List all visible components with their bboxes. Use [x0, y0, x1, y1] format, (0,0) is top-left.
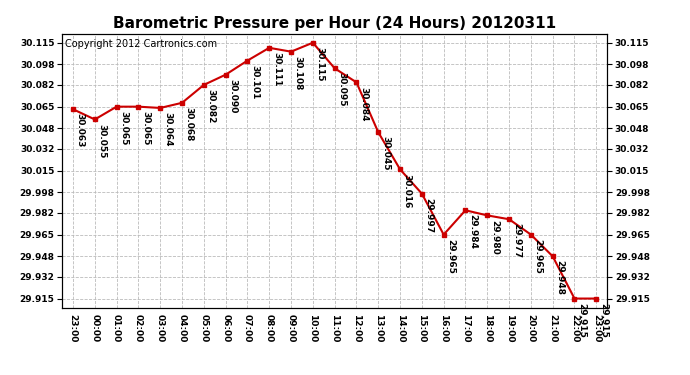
Text: 29.977: 29.977 — [512, 224, 521, 258]
Text: 29.997: 29.997 — [424, 198, 433, 233]
Text: Copyright 2012 Cartronics.com: Copyright 2012 Cartronics.com — [65, 39, 217, 49]
Text: 30.108: 30.108 — [294, 56, 303, 90]
Text: 29.965: 29.965 — [533, 239, 542, 274]
Text: 30.084: 30.084 — [359, 87, 368, 121]
Text: 29.984: 29.984 — [469, 214, 477, 249]
Text: 29.948: 29.948 — [555, 261, 564, 296]
Text: 29.915: 29.915 — [578, 303, 586, 338]
Text: 30.115: 30.115 — [315, 47, 324, 81]
Text: 30.082: 30.082 — [206, 89, 215, 123]
Title: Barometric Pressure per Hour (24 Hours) 20120311: Barometric Pressure per Hour (24 Hours) … — [113, 16, 556, 31]
Text: 30.065: 30.065 — [141, 111, 150, 145]
Text: 30.068: 30.068 — [185, 107, 194, 141]
Text: 30.065: 30.065 — [119, 111, 128, 145]
Text: 30.063: 30.063 — [76, 113, 85, 148]
Text: 30.101: 30.101 — [250, 65, 259, 99]
Text: 30.090: 30.090 — [228, 79, 237, 113]
Text: 30.111: 30.111 — [272, 52, 281, 87]
Text: 30.064: 30.064 — [163, 112, 172, 147]
Text: 30.045: 30.045 — [381, 136, 390, 171]
Text: 30.016: 30.016 — [403, 174, 412, 208]
Text: 29.915: 29.915 — [599, 303, 608, 338]
Text: 29.965: 29.965 — [446, 239, 455, 274]
Text: 30.095: 30.095 — [337, 72, 346, 107]
Text: 30.055: 30.055 — [97, 124, 106, 158]
Text: 29.980: 29.980 — [490, 220, 499, 254]
